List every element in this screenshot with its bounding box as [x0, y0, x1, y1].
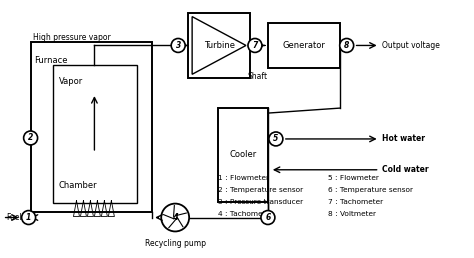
Text: Chamber: Chamber — [58, 181, 97, 190]
Text: 7 : Tachometer: 7 : Tachometer — [328, 199, 383, 205]
Bar — [31, 43, 152, 212]
Text: Shaft: Shaft — [248, 72, 268, 81]
Bar — [53, 65, 137, 203]
Polygon shape — [192, 17, 246, 74]
Text: Vapor: Vapor — [58, 77, 83, 86]
Bar — [188, 13, 250, 78]
Text: Generator: Generator — [283, 41, 325, 50]
Text: Hot water: Hot water — [382, 134, 425, 143]
Text: 3 : Pressure transducer: 3 : Pressure transducer — [218, 199, 303, 205]
Text: Furnace: Furnace — [35, 57, 68, 65]
Text: 2 : Temperature sensor: 2 : Temperature sensor — [218, 187, 303, 193]
Text: 8 : Voltmeter: 8 : Voltmeter — [328, 211, 376, 216]
Circle shape — [340, 38, 354, 52]
Text: Cold water: Cold water — [382, 165, 428, 174]
Text: Fuel: Fuel — [7, 213, 22, 222]
Text: 7: 7 — [252, 41, 257, 50]
Circle shape — [22, 211, 36, 224]
Text: 4: 4 — [172, 213, 178, 222]
Text: 6: 6 — [265, 213, 271, 222]
Circle shape — [161, 204, 189, 231]
Text: Cooler: Cooler — [229, 150, 256, 159]
Text: 5 : Flowmeter: 5 : Flowmeter — [328, 175, 379, 181]
Circle shape — [24, 131, 37, 145]
Text: 6 : Temperature sensor: 6 : Temperature sensor — [328, 187, 413, 193]
Circle shape — [248, 38, 262, 52]
Bar — [218, 108, 268, 201]
Text: 8: 8 — [344, 41, 349, 50]
Text: Recycling pump: Recycling pump — [145, 239, 206, 248]
Text: Output voltage: Output voltage — [382, 41, 439, 50]
Text: 3: 3 — [175, 41, 181, 50]
Text: 2: 2 — [28, 133, 33, 142]
Circle shape — [269, 132, 283, 146]
Text: High pressure vapor: High pressure vapor — [33, 34, 110, 43]
Text: 5: 5 — [273, 134, 279, 143]
Text: 4 : Tachometer: 4 : Tachometer — [218, 211, 273, 216]
Circle shape — [171, 38, 185, 52]
Text: Turbine: Turbine — [203, 41, 235, 50]
Text: 1: 1 — [26, 213, 31, 222]
Bar — [268, 23, 340, 68]
Text: 1 : Flowmeter: 1 : Flowmeter — [218, 175, 269, 181]
Circle shape — [261, 211, 275, 224]
